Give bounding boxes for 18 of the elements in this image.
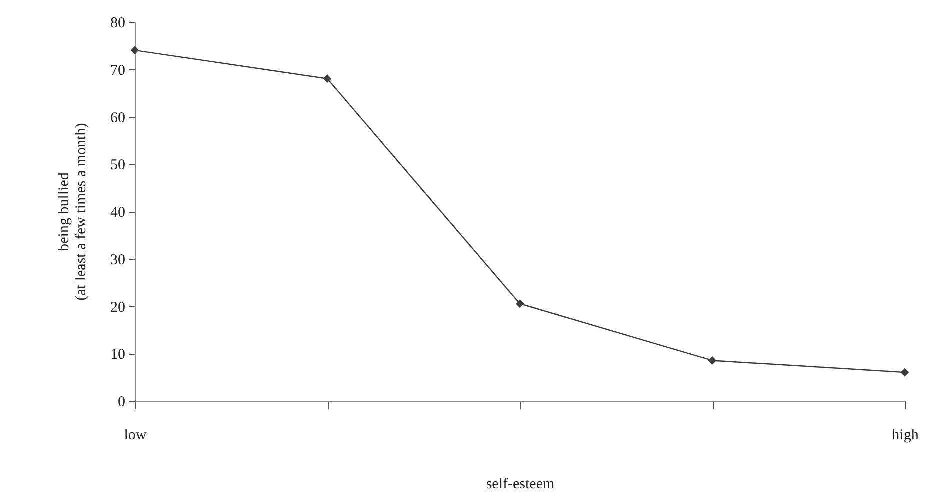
y-tick-label: 10 — [110, 347, 126, 364]
point — [323, 74, 332, 84]
y-tick-label: 20 — [110, 300, 126, 316]
y-tick-label: 60 — [110, 110, 126, 126]
y-tick-label: 80 — [110, 16, 126, 32]
y-tick-label: 50 — [110, 158, 126, 174]
x-tick-label: high — [892, 428, 920, 444]
x-tick-label: low — [124, 428, 147, 444]
point — [516, 300, 524, 308]
y-tick-label: 40 — [110, 205, 126, 221]
y-tick-label: 30 — [110, 252, 126, 268]
y-tick-label: 70 — [110, 62, 126, 79]
point — [708, 356, 717, 365]
point — [900, 368, 910, 377]
x-axis-title: self-esteem — [486, 476, 555, 492]
point — [130, 46, 140, 55]
y-tick-label: 0 — [118, 394, 126, 410]
y-axis-title: being bullied (at least a few times a month) — [56, 123, 90, 301]
